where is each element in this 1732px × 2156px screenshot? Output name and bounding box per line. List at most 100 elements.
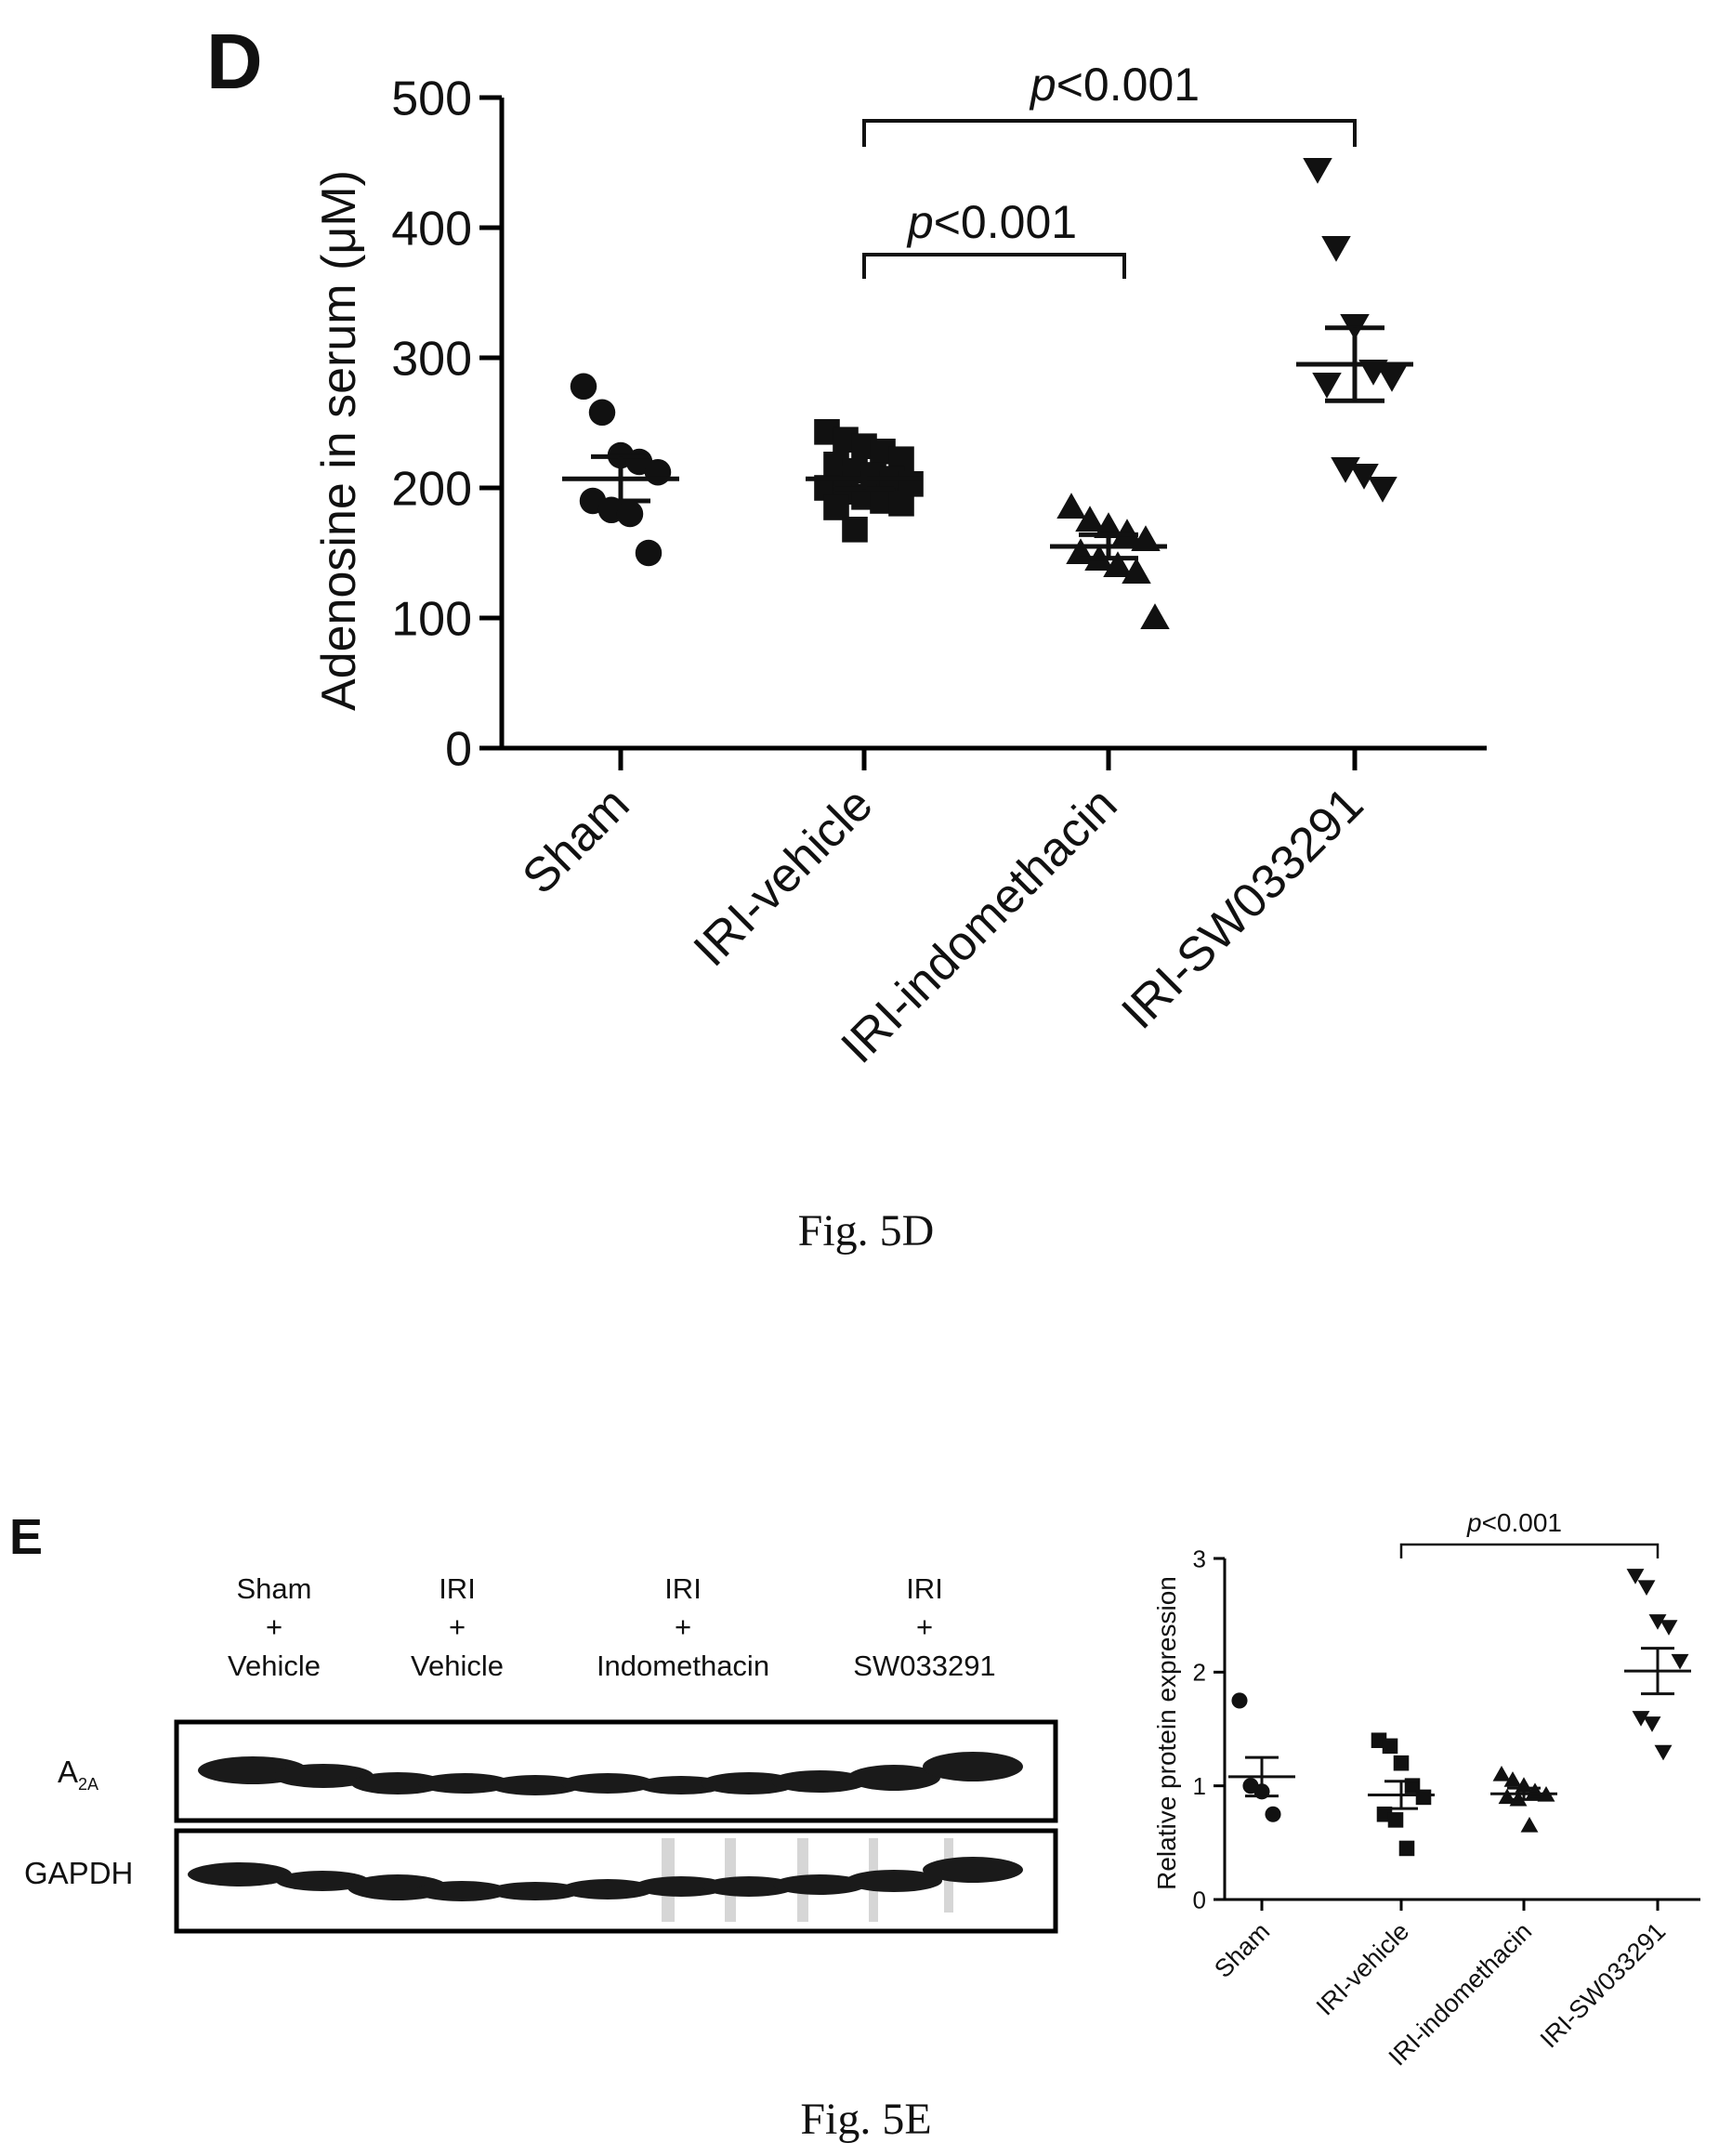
- panel-e-ytick-label-2: 2: [1193, 1659, 1206, 1687]
- blot-band-a2a-5: [489, 1775, 582, 1795]
- blot-band-gapdh-2: [276, 1871, 369, 1891]
- panel-d-point-4-8: [1349, 464, 1379, 490]
- panel-d-point-2-15: [888, 491, 914, 517]
- panel-d-bracket-1: [862, 119, 1357, 147]
- blot-lane-4-line3: SW033291: [853, 1650, 995, 1682]
- panel-d-ytick-label-500: 500: [391, 72, 472, 126]
- blot-strip-gapdh: [174, 1828, 1058, 1934]
- panel-d-ytick-label-0: 0: [445, 723, 472, 777]
- panel-e-point-4-3: [1648, 1614, 1667, 1630]
- panel-d-point-1-8: [616, 500, 644, 528]
- panel-e-mean-sem: [1228, 1647, 1691, 1810]
- panel-d-y-ticks: 0 100 200 300 400 500: [391, 72, 502, 777]
- blot-row-label-a2a-main: A: [58, 1755, 78, 1789]
- panel-e-point-2-2: [1382, 1738, 1398, 1755]
- panel-e-point-4-5: [1671, 1653, 1689, 1670]
- panel-d-caption: Fig. 5D: [798, 1206, 935, 1255]
- panel-d-xtick-label-2: IRI-vehicle: [684, 777, 884, 977]
- blot-lane-1-line1: Sham: [237, 1572, 312, 1605]
- panel-d-point-2-16: [823, 494, 849, 520]
- blot-lane-header-3: IRI + Indomethacin: [597, 1572, 769, 1682]
- panel-d-point-1-2: [588, 399, 616, 427]
- panel-d-pvalue-2-p: p: [906, 196, 934, 248]
- panel-e-point-4-6: [1632, 1711, 1650, 1727]
- panel-d-pvalue-2-text: <0.001: [934, 196, 1077, 248]
- panel-d-point-4-7: [1331, 457, 1360, 483]
- panel-e-point-3-2: [1503, 1771, 1522, 1787]
- panel-d-point-1-5: [644, 458, 672, 486]
- blot-lane-4-line1: IRI: [906, 1572, 943, 1605]
- panel-d-chart: D Adenosine in serum (μM) 0 100 200 300 400 5…: [206, 18, 1487, 1255]
- panel-d-ytick-label-400: 400: [391, 203, 472, 256]
- panel-e-ytick-label-0: 0: [1193, 1886, 1206, 1913]
- panel-e-x-ticks: Sham IRI-vehicleIRI-indomethacinIRI-SW033…: [1209, 1900, 1671, 2071]
- panel-d-pvalue-1: p<0.001: [1029, 59, 1200, 111]
- panel-d-xtick-label-1: Sham: [512, 777, 639, 904]
- panel-d-point-3-2: [1075, 506, 1105, 532]
- blot-lane-headers: Sham + Vehicle IRI + Vehicle IRI + Indom…: [228, 1572, 996, 1682]
- panel-d-ytick-label-200: 200: [391, 463, 472, 517]
- panel-e-bracket-1: [1399, 1543, 1660, 1558]
- blot-band-a2a-6: [561, 1773, 654, 1794]
- blot-lane-1-line3: Vehicle: [228, 1650, 321, 1682]
- panel-e-label: E: [9, 1509, 43, 1565]
- panel-d-annotation-2: p<0.001: [862, 196, 1126, 279]
- blot-strip-a2a: [174, 1719, 1058, 1823]
- blot-band-gapdh-4: [415, 1881, 508, 1901]
- blot-band-gapdh-9: [773, 1874, 866, 1895]
- panel-d-bracket-2: [862, 253, 1126, 279]
- panel-e-chart: Relative protein expression 0 1 2 3 Sham IRI…: [1152, 1508, 1700, 2071]
- blot-lane-header-4: IRI + SW033291: [853, 1572, 995, 1682]
- blot-lane-2-line1: IRI: [439, 1572, 476, 1605]
- blot-lane-2-line3: Vehicle: [411, 1650, 504, 1682]
- panel-e-point-3-8: [1520, 1817, 1539, 1833]
- panel-d-point-1-9: [635, 539, 663, 567]
- blot-band-gapdh-11: [923, 1857, 1023, 1883]
- blot-row-label-a2a: A2A: [58, 1755, 98, 1794]
- blot-band-gapdh-8: [702, 1876, 795, 1897]
- panel-d-mean-sem: [562, 325, 1413, 561]
- panel-e-point-2-7: [1387, 1812, 1404, 1828]
- panel-e-ylabel: Relative protein expression: [1152, 1576, 1181, 1890]
- blot-row-label-a2a-sub: 2A: [78, 1775, 98, 1794]
- panel-e-annotation-1: p<0.001: [1399, 1508, 1660, 1558]
- panel-e-point-1-1: [1231, 1692, 1248, 1709]
- panel-d-ytick-label-300: 300: [391, 333, 472, 387]
- panel-e-pvalue-1: p<0.001: [1466, 1508, 1562, 1537]
- blot-lane-3-line1: IRI: [664, 1572, 702, 1605]
- panel-e-point-2-8: [1398, 1840, 1415, 1857]
- panel-d-point-3-4: [1112, 519, 1142, 545]
- panel-e-point-4-8: [1654, 1744, 1673, 1761]
- panel-e-point-4-4: [1660, 1620, 1678, 1636]
- panel-e-point-3-1: [1492, 1765, 1511, 1781]
- blot-band-a2a-4: [418, 1773, 511, 1794]
- blot-lane-1-line2: +: [266, 1610, 282, 1643]
- panel-e: E Sham + Vehicle IRI + Vehicle IRI + Ind…: [9, 1508, 1700, 2144]
- panel-d-point-4-2: [1321, 236, 1351, 262]
- blot-band-gapdh-10: [846, 1870, 942, 1892]
- panel-e-point-4-7: [1643, 1716, 1661, 1732]
- panel-e-ytick-label-1: 1: [1193, 1772, 1206, 1800]
- panel-d-x-ticks: Sham IRI-vehicleIRI-indomethacinIRI-SW033…: [512, 748, 1373, 1073]
- panel-d-pvalue-2: p<0.001: [906, 196, 1077, 248]
- panel-d-point-4-9: [1368, 477, 1397, 503]
- blot-lane-2-line2: +: [449, 1610, 466, 1643]
- panel-e-point-4-2: [1637, 1580, 1656, 1597]
- panel-d-point-3-10: [1140, 603, 1170, 629]
- panel-d-point-3-8: [1103, 551, 1133, 577]
- panel-e-point-2-3: [1393, 1755, 1410, 1771]
- panel-d-point-2-17: [842, 517, 868, 543]
- panel-e-xtick-label-4: IRI-SW033291: [1535, 1917, 1671, 2053]
- panel-d-label: D: [206, 18, 263, 105]
- blot-band-gapdh-1: [188, 1862, 292, 1886]
- blot-band-gapdh-6: [561, 1879, 654, 1900]
- panel-e-xtick-label-1: Sham: [1209, 1917, 1275, 1983]
- blot-lane-3-line2: +: [675, 1610, 691, 1643]
- blot-row-label-gapdh: GAPDH: [24, 1856, 133, 1890]
- panel-d-point-4-6: [1312, 373, 1342, 399]
- blot-band-a2a-10: [847, 1765, 940, 1791]
- panel-d-ytick-label-100: 100: [391, 593, 472, 647]
- panel-e-ytick-label-3: 3: [1193, 1545, 1206, 1572]
- panel-e-pvalue-1-p: p: [1466, 1508, 1482, 1537]
